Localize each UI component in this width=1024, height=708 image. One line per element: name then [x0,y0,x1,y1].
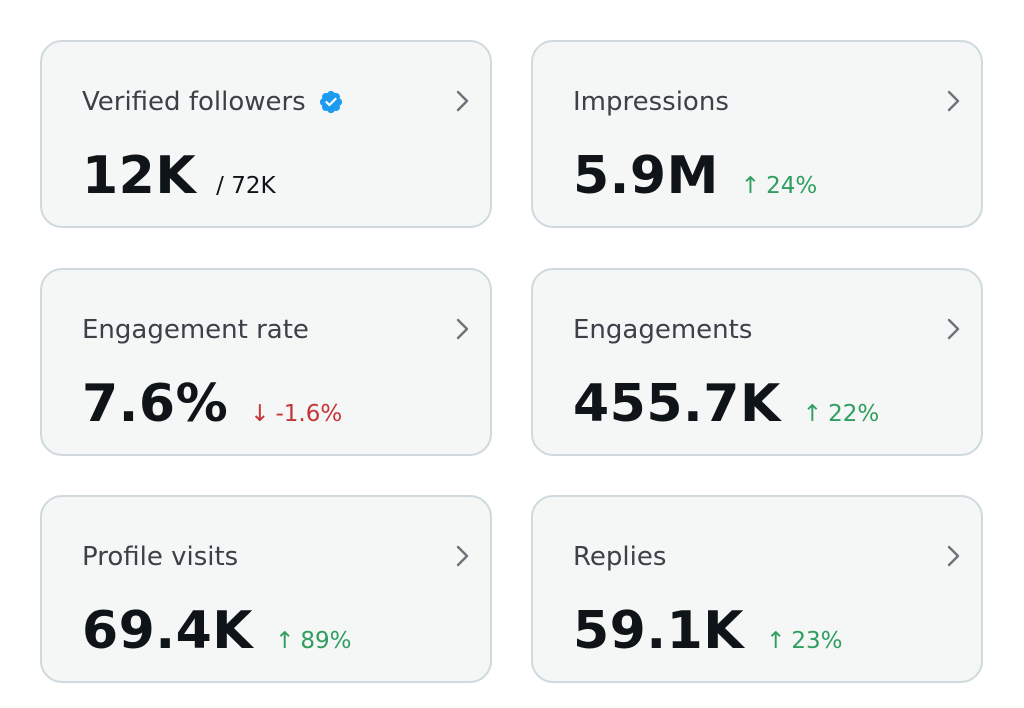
delta-text: 22% [828,401,880,427]
card-replies[interactable]: Replies 59.1K ↑ 23% [531,495,983,683]
metric-delta: ↑ 22% [803,401,879,427]
card-impressions[interactable]: Impressions 5.9M ↑ 24% [531,40,983,228]
delta-text: 89% [300,628,352,654]
chevron-right-icon[interactable] [945,316,963,342]
arrow-up-icon: ↑ [802,401,823,427]
chevron-right-icon[interactable] [454,88,472,114]
card-title: Replies [573,541,666,573]
metric-delta: ↑ 89% [275,628,351,654]
card-title-text: Engagement rate [82,315,309,345]
metric-value: 12K [82,146,197,206]
card-verified-followers[interactable]: Verified followers 12K / 72K [40,40,492,228]
chevron-right-icon[interactable] [945,543,963,569]
metric-delta: ↓ -1.6% [250,401,342,427]
metric-row: 59.1K ↑ 23% [573,601,843,661]
card-title: Verified followers [82,86,344,118]
metric-delta: ↑ 24% [741,173,817,199]
delta-text: -1.6% [275,401,343,427]
chevron-right-icon[interactable] [454,543,472,569]
card-engagement-rate[interactable]: Engagement rate 7.6% ↓ -1.6% [40,268,492,456]
card-title-text: Engagements [573,315,753,345]
card-title-text: Verified followers [82,87,306,117]
arrow-up-icon: ↑ [766,628,786,654]
metric-value: 455.7K [573,374,781,434]
card-profile-visits[interactable]: Profile visits 69.4K ↑ 89% [40,495,492,683]
metric-value: 69.4K [82,601,254,661]
metric-value: 59.1K [573,601,745,661]
card-title: Impressions [573,86,729,118]
card-engagements[interactable]: Engagements 455.7K ↑ 22% [531,268,983,456]
delta-text: 24% [766,173,818,199]
chevron-right-icon[interactable] [454,316,472,342]
metric-row: 5.9M ↑ 24% [573,146,817,206]
card-title-text: Replies [573,542,667,572]
card-title: Engagement rate [82,314,309,346]
delta-text: 23% [791,628,843,654]
card-title-text: Profile visits [82,542,239,572]
verified-badge-icon [319,90,342,114]
metric-delta: ↑ 23% [766,628,842,654]
arrow-down-icon: ↓ [250,401,270,427]
card-title: Profile visits [82,541,238,573]
metric-value: 7.6% [82,374,229,434]
metric-row: 69.4K ↑ 89% [82,601,352,661]
card-title: Engagements [573,314,752,346]
card-title-text: Impressions [573,87,729,117]
metric-row: 12K / 72K [82,146,276,206]
metric-value: 5.9M [573,146,719,206]
metric-row: 455.7K ↑ 22% [573,374,879,434]
metric-row: 7.6% ↓ -1.6% [82,374,342,434]
arrow-up-icon: ↑ [275,628,295,654]
metric-total: / 72K [216,173,276,199]
arrow-up-icon: ↑ [740,173,761,199]
chevron-right-icon[interactable] [945,88,963,114]
